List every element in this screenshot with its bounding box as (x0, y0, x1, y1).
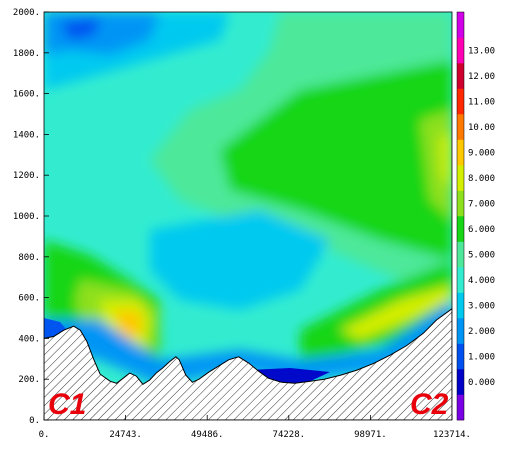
contour-band-near-ground-blue (44, 300, 452, 385)
colorbar-segment (457, 267, 464, 293)
corner-label-left: C1 (48, 388, 86, 421)
x-tick-label: 24743. (109, 430, 142, 440)
colorbar-segment (457, 63, 464, 89)
y-tick-label: 1200. (13, 171, 40, 181)
y-tick-label: 1000. (13, 212, 40, 222)
y-tick-label: 2000. (13, 8, 40, 18)
colorbar-segment (457, 343, 464, 370)
colorbar-segment (457, 165, 464, 191)
y-tick-label: 400. (18, 334, 40, 344)
y-tick-label: 800. (18, 253, 40, 263)
colorbar-segment (457, 12, 464, 38)
colorbar-labels: 0.000 1.000 2.000 3.000 4.000 5.000 6.000 7.000… (468, 46, 495, 388)
contour-band-top-left-dark (60, 18, 100, 40)
contour-band-right-edge (440, 130, 452, 190)
colorbar-segment (457, 139, 464, 166)
colorbar-label: 6.000 (468, 225, 495, 235)
contour-band-right-strong-green (220, 60, 452, 260)
colorbar-segment (457, 241, 464, 268)
x-tick-label: 123714. (433, 430, 471, 440)
colorbar-segment (457, 114, 464, 140)
x-tick-label: 49486. (191, 430, 224, 440)
y-tick-label: 200. (18, 375, 40, 385)
colorbar-segment (457, 394, 464, 421)
y-tick-label: 1600. (13, 90, 40, 100)
y-tick-label: 600. (18, 294, 40, 304)
colorbar-segment (457, 37, 464, 64)
colorbar-label: 0.000 (468, 378, 495, 388)
corner-label-right: C2 (410, 388, 449, 421)
colorbar-label: 13.00 (468, 46, 495, 56)
colorbar-frame (456, 11, 465, 421)
colorbar-segment (457, 369, 464, 395)
colorbar-label: 3.000 (468, 301, 495, 311)
x-tick-label: 98971. (354, 430, 387, 440)
colorbar-segment (457, 216, 464, 242)
terrain-hatched-region (44, 308, 452, 420)
contour-band-low-right-yellow (340, 285, 452, 340)
plot-area (44, 12, 452, 420)
colorbar-label: 7.000 (468, 199, 495, 209)
colorbar-label: 11.00 (468, 97, 495, 107)
colorbar-label: 5.000 (468, 250, 495, 260)
x-axis-ticks: 0. 24743. 49486. 74228. 98971. 123714. (39, 415, 471, 440)
colorbar-segment (457, 292, 464, 319)
colorbar-label: 12.00 (468, 72, 495, 82)
contour-band-low-right-green (300, 260, 452, 360)
colorbar-label: 10.00 (468, 123, 495, 133)
colorbar-label: 2.000 (468, 327, 495, 337)
colorbar-segment (457, 190, 464, 217)
y-tick-label: 1400. (13, 130, 40, 140)
colorbar-segment (457, 88, 464, 115)
y-axis-ticks: 0. 200. 400. 600. 800. 1000. 1200. 1400. 1600. 18… (13, 8, 49, 426)
x-tick-label: 74228. (273, 430, 306, 440)
colorbar (456, 11, 465, 421)
y-tick-label: 1800. (13, 49, 40, 59)
x-tick-label: 0. (39, 430, 50, 440)
colorbar-segment (457, 318, 464, 344)
colorbar-label: 1.000 (468, 352, 495, 362)
y-tick-label: 0. (29, 416, 40, 426)
contour-band-low-left-orange (115, 310, 142, 338)
colorbar-label: 9.000 (468, 148, 495, 158)
contour-band-mid-cyan (150, 210, 330, 310)
colorbar-label: 4.000 (468, 276, 495, 286)
colorbar-label: 8.000 (468, 174, 495, 184)
